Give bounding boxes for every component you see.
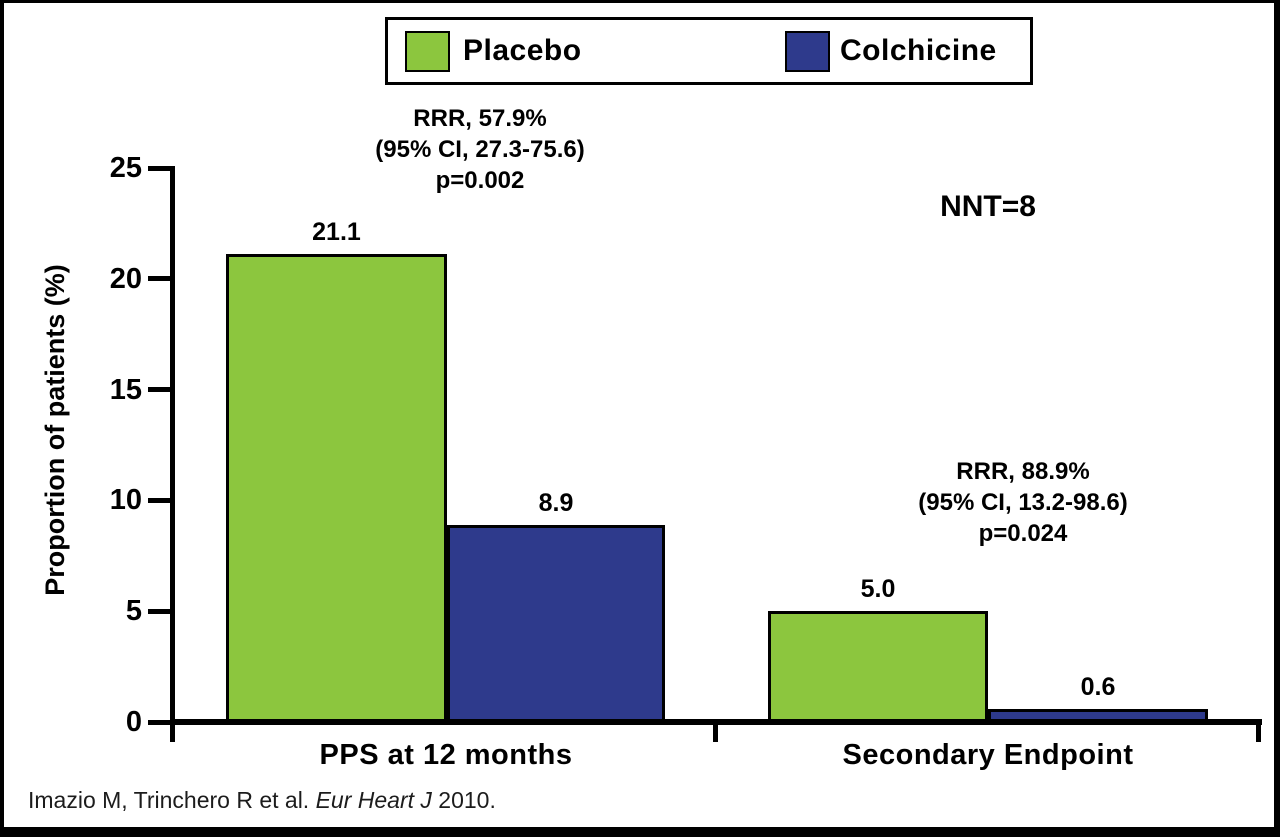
citation-suffix: 2010. (431, 787, 496, 813)
x-axis-tick-1 (1256, 722, 1261, 742)
annotation-nnt: NNT=8 (940, 190, 1036, 223)
bar-value-label-colchicine-1: 0.6 (1080, 673, 1116, 701)
y-axis-tick-15 (148, 387, 175, 392)
y-axis-tick-10 (148, 498, 175, 503)
legend-box: Placebo Colchicine (385, 17, 1033, 85)
bar-value-label-colchicine-0: 8.9 (538, 489, 574, 517)
bar-placebo-1 (768, 611, 988, 722)
y-axis-tick-20 (148, 276, 175, 281)
y-tick-label-10: 10 (109, 484, 142, 516)
bar-value-label-placebo-1: 5.0 (860, 575, 896, 603)
y-tick-label-20: 20 (109, 263, 142, 295)
category-label-pps: PPS at 12 months (319, 739, 573, 771)
citation: Imazio M, Trinchero R et al. Eur Heart J… (28, 787, 496, 814)
legend-swatch-placebo (405, 31, 450, 72)
legend-swatch-colchicine (785, 31, 830, 72)
bar-placebo-0 (226, 254, 447, 722)
bar-value-label-placebo-0: 21.1 (312, 218, 361, 246)
legend-label-colchicine: Colchicine (840, 34, 997, 67)
y-axis-tick-25 (148, 166, 175, 171)
legend-label-placebo: Placebo (463, 34, 582, 67)
annotation-rrr-pps: RRR, 57.9% (95% CI, 27.3-75.6) p=0.002 (375, 105, 585, 194)
category-label-secondary: Secondary Endpoint (842, 739, 1134, 771)
x-axis-tick-0 (713, 722, 718, 742)
citation-journal: Eur Heart J (315, 787, 432, 813)
y-axis-line (170, 166, 175, 742)
y-tick-label-15: 15 (109, 374, 142, 406)
y-axis-tick-0 (148, 720, 175, 725)
y-tick-label-25: 25 (109, 152, 142, 184)
bar-colchicine-1 (988, 709, 1208, 722)
bar-colchicine-0 (447, 525, 665, 722)
y-tick-label-0: 0 (125, 706, 142, 738)
y-axis-tick-5 (148, 609, 175, 614)
annotation-rrr-secondary: RRR, 88.9% (95% CI, 13.2-98.6) p=0.024 (918, 458, 1128, 547)
y-tick-label-5: 5 (125, 595, 142, 627)
citation-prefix: Imazio M, Trinchero R et al. (28, 787, 316, 813)
